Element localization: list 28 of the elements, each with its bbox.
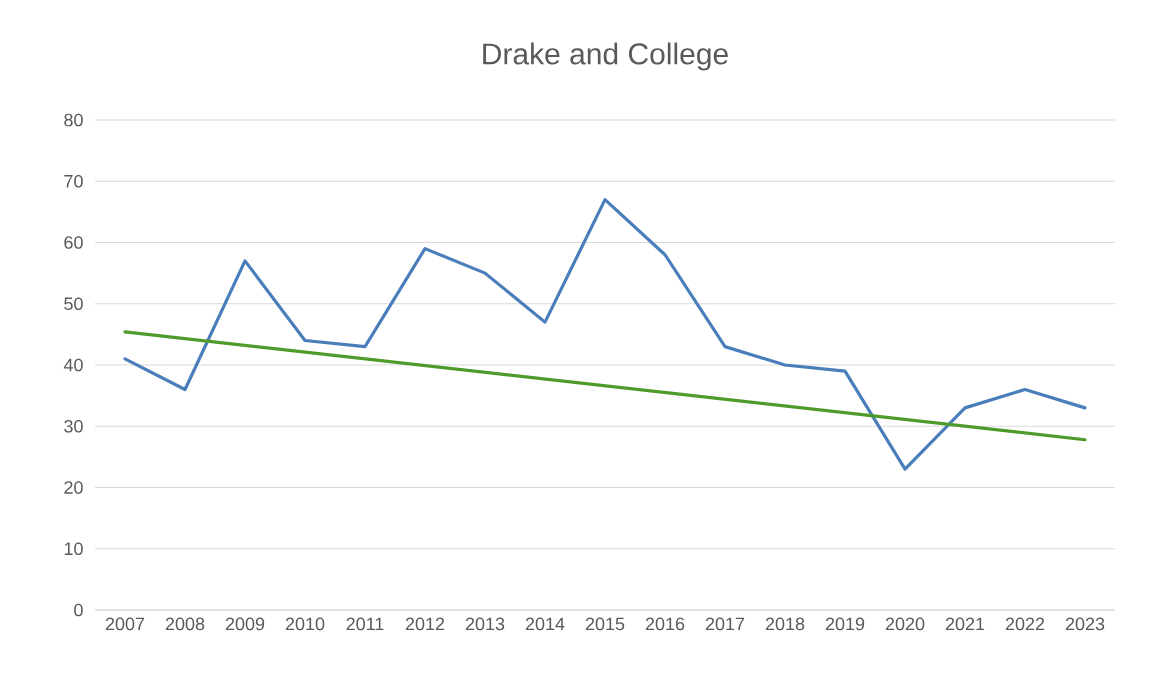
- x-tick-label: 2011: [346, 617, 384, 631]
- x-tick-label: 2013: [465, 617, 505, 631]
- y-tick-label: 70: [64, 174, 83, 188]
- x-tick-label: 2021: [945, 617, 985, 631]
- y-tick-label: 50: [64, 297, 83, 311]
- y-tick-label: 80: [64, 113, 83, 127]
- x-tick-label: 2023: [1065, 617, 1105, 631]
- x-tick-label: 2009: [225, 617, 265, 631]
- x-tick-label: 2020: [885, 617, 925, 631]
- y-tick-label: 30: [64, 419, 83, 433]
- x-tick-label: 2012: [405, 617, 445, 631]
- x-tick-label: 2018: [765, 617, 805, 631]
- x-tick-label: 2014: [525, 617, 565, 631]
- y-tick-label: 40: [63, 358, 83, 372]
- line-series: [123, 198, 1087, 471]
- chart-title: Drake and College: [483, 42, 728, 71]
- x-tick-label: 2016: [645, 617, 685, 631]
- x-tick-label: 2015: [585, 617, 625, 631]
- x-tick-label: 2008: [165, 617, 205, 631]
- x-tick-label: 2017: [705, 617, 745, 631]
- y-tick-label: 60: [64, 236, 83, 249]
- y-tick-label: 20: [64, 481, 83, 494]
- y-tick-label: 10: [64, 542, 83, 556]
- x-tick-label: 2010: [285, 617, 325, 631]
- x-tick-label: 2007: [105, 617, 145, 631]
- x-tick-label: 2019: [825, 617, 865, 631]
- x-tick-label: 2022: [1005, 617, 1045, 631]
- y-tick-label: 0: [74, 603, 83, 617]
